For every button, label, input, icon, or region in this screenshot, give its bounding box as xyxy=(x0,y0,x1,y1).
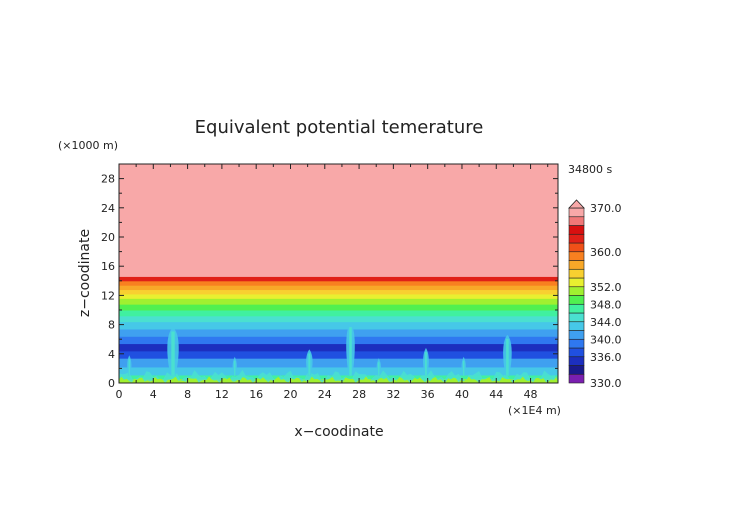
x-tick-label-28: 28 xyxy=(352,388,366,401)
plot-frame xyxy=(118,163,559,384)
x-tick-label-12: 12 xyxy=(215,388,229,401)
colorbar-swatch-336 xyxy=(568,347,585,358)
y-axis-unit: (×1000 m) xyxy=(58,139,118,152)
colorbar-label-6: 360.0 xyxy=(590,246,622,259)
y-tick-label-0: 0 xyxy=(108,377,115,390)
x-axis-label: x−coodinate xyxy=(294,424,383,440)
x-tick-label-0: 0 xyxy=(116,388,123,401)
colorbar-swatch-354 xyxy=(568,268,585,279)
colorbar-label-4: 348.0 xyxy=(590,298,622,311)
contour-band-11 xyxy=(119,310,558,317)
colorbar-swatch-338 xyxy=(568,338,585,349)
contour-band-6 xyxy=(119,343,558,352)
contour-band-12 xyxy=(119,304,558,311)
contour-band-19 xyxy=(119,164,558,277)
y-tick-label-20: 20 xyxy=(101,231,115,244)
colorbar-swatch-364 xyxy=(568,225,585,235)
contour-band-18 xyxy=(119,276,558,282)
colorbar-swatch-366 xyxy=(568,216,585,226)
y-tick-label-12: 12 xyxy=(101,289,115,302)
plot-area xyxy=(119,164,558,383)
time-label: 34800 s xyxy=(568,163,612,176)
x-axis-unit: (×1E4 m) xyxy=(508,404,561,417)
colorbar-swatch-340 xyxy=(568,330,585,340)
x-tick-label-4: 4 xyxy=(150,388,157,401)
colorbar-swatch-356 xyxy=(568,260,585,270)
colorbar-swatch-332 xyxy=(568,365,585,375)
colorbar-swatch-334 xyxy=(568,356,585,366)
colorbar-label-2: 340.0 xyxy=(590,333,622,346)
contour-band-14 xyxy=(119,293,558,299)
x-tick-label-20: 20 xyxy=(283,388,297,401)
x-axis: 0 4 8 12 16 20 24 28 32 36 40 44 48 xyxy=(116,164,549,401)
y-tick-label-4: 4 xyxy=(108,348,115,361)
contour-band-7 xyxy=(119,336,558,345)
colorbar: 330.0 336.0 340.0 344.0 348.0 352.0 360.0 370.0 xyxy=(568,199,622,390)
x-tick-label-8: 8 xyxy=(184,388,191,401)
colorbar-label-1: 336.0 xyxy=(590,351,622,364)
colorbar-label-3: 344.0 xyxy=(590,316,622,329)
colorbar-swatch-352 xyxy=(568,277,585,288)
x-tick-label-48: 48 xyxy=(524,388,538,401)
contour-band-13 xyxy=(119,298,558,305)
y-tick-label-28: 28 xyxy=(101,173,115,186)
surface-layer xyxy=(119,376,558,383)
x-tick-label-16: 16 xyxy=(249,388,263,401)
colorbar-extend-arrow xyxy=(568,199,585,209)
colorbar-swatch-342 xyxy=(568,321,585,331)
chart-title: Equivalent potential temerature xyxy=(195,117,484,138)
y-tick-label-16: 16 xyxy=(101,260,115,273)
y-tick-label-24: 24 xyxy=(101,202,115,215)
contour-band-17 xyxy=(119,280,558,286)
x-tick-label-24: 24 xyxy=(318,388,332,401)
contour-band-16 xyxy=(119,285,558,291)
contour-band-10 xyxy=(119,315,558,323)
y-tick-label-8: 8 xyxy=(108,319,115,332)
y-axis-label: z−coodinate xyxy=(77,229,93,317)
x-tick-label-36: 36 xyxy=(421,388,435,401)
colorbar-label-7: 370.0 xyxy=(590,202,622,215)
x-tick-label-44: 44 xyxy=(489,388,503,401)
contour-band-3 xyxy=(119,366,558,376)
colorbar-swatch-362 xyxy=(568,233,585,244)
x-tick-label-40: 40 xyxy=(455,388,469,401)
contour-band-15 xyxy=(119,289,558,295)
colorbar-swatch-360 xyxy=(568,242,585,253)
colorbar-swatch-346 xyxy=(568,303,585,314)
x-tick-label-32: 32 xyxy=(386,388,400,401)
colorbar-swatch-344 xyxy=(568,312,585,323)
colorbar-swatch-368 xyxy=(568,207,585,218)
contour-band-4 xyxy=(119,358,558,368)
y-axis: 0 4 8 12 16 20 24 28 xyxy=(101,173,558,390)
colorbar-swatch-348 xyxy=(568,295,585,305)
colorbar-swatch-358 xyxy=(568,251,585,261)
colorbar-swatch-350 xyxy=(568,286,585,296)
contour-band-5 xyxy=(119,350,558,359)
colorbar-label-5: 352.0 xyxy=(590,281,622,294)
colorbar-label-0: 330.0 xyxy=(590,377,622,390)
contour-band-9 xyxy=(119,321,558,330)
colorbar-swatch-330 xyxy=(568,373,585,384)
contour-band-8 xyxy=(119,328,558,337)
